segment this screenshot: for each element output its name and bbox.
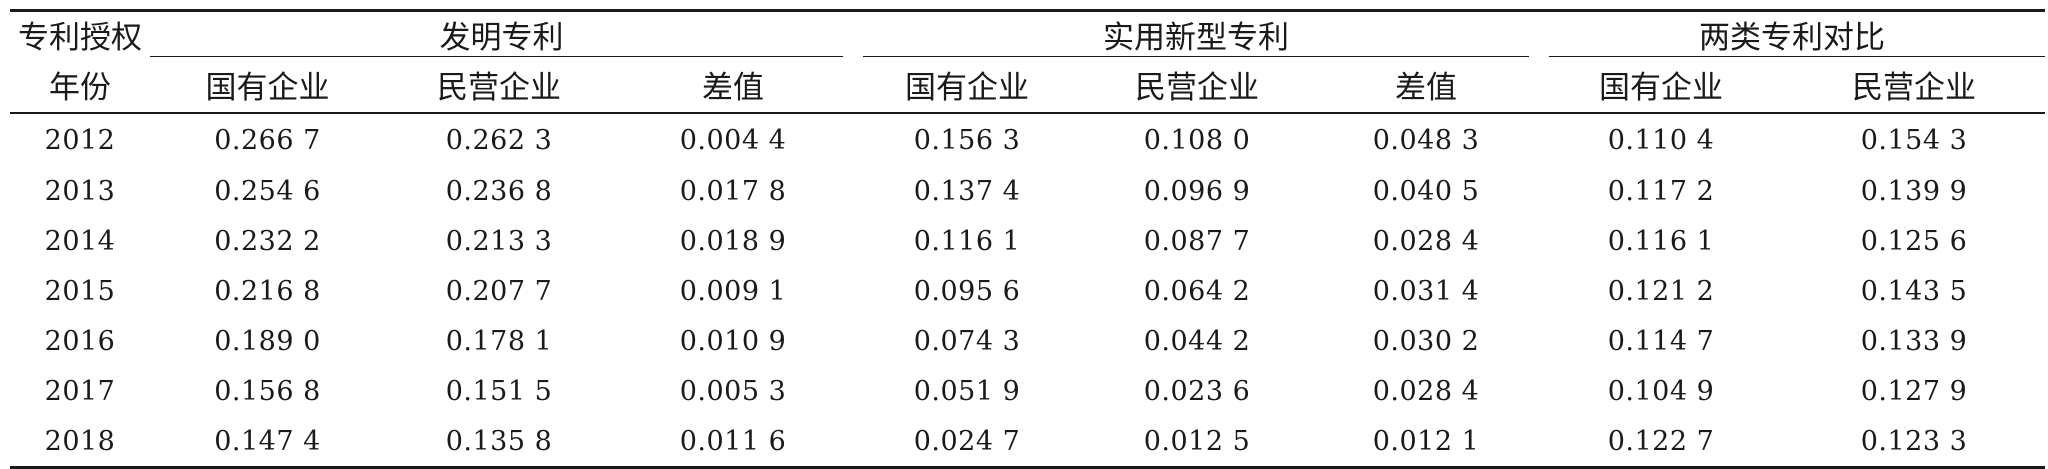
- year-cell: 2016: [44, 325, 116, 357]
- value-cell: 0.011 6: [679, 425, 787, 457]
- value-cell: 0.213 3: [445, 225, 553, 257]
- column-header: 差值: [702, 70, 764, 106]
- value-cell: 0.074 3: [913, 325, 1021, 357]
- header-row-columns: 年份 国有企业 民营企业 差值 国有企业 民营企业 差值 国有企业 民营企业: [10, 57, 2046, 113]
- value-cell: 0.110 4: [1607, 124, 1715, 156]
- column-header: 民营企业: [1135, 70, 1260, 106]
- value-cell: 0.108 0: [1143, 124, 1251, 156]
- value-cell: 0.012 1: [1372, 425, 1480, 457]
- value-cell: 0.216 8: [214, 275, 321, 307]
- value-cell: 0.023 6: [1143, 375, 1251, 407]
- value-cell: 0.236 8: [445, 175, 553, 207]
- year-cell: 2015: [44, 275, 116, 307]
- value-cell: 0.156 8: [214, 375, 321, 407]
- value-cell: 0.114 7: [1607, 325, 1715, 357]
- column-header: 差值: [1395, 70, 1458, 106]
- value-cell: 0.028 4: [1372, 375, 1480, 407]
- value-cell: 0.137 4: [913, 175, 1021, 207]
- group-header-invention-label: 发明专利: [439, 20, 564, 56]
- value-cell: 0.122 7: [1607, 425, 1715, 457]
- value-cell: 0.096 9: [1143, 175, 1251, 207]
- value-cell: 0.040 5: [1372, 175, 1480, 207]
- column-header: 国有企业: [1599, 70, 1724, 106]
- table-row: 2014 0.232 2 0.213 3 0.018 9 0.116 1 0.0…: [10, 216, 2045, 266]
- value-cell: 0.123 3: [1860, 425, 1968, 457]
- group-header-comparison-label: 两类专利对比: [1699, 20, 1886, 56]
- value-cell: 0.005 3: [679, 375, 787, 407]
- column-header: 国有企业: [205, 70, 330, 106]
- value-cell: 0.254 6: [214, 175, 321, 207]
- table-top-rule: [10, 9, 2045, 12]
- value-cell: 0.018 9: [679, 225, 787, 257]
- value-cell: 0.156 3: [913, 124, 1021, 156]
- value-cell: 0.147 4: [214, 425, 321, 457]
- value-cell: 0.009 1: [679, 275, 787, 307]
- value-cell: 0.044 2: [1143, 325, 1251, 357]
- value-cell: 0.116 1: [913, 225, 1021, 257]
- table-row: 2017 0.156 8 0.151 5 0.005 3 0.051 9 0.0…: [10, 366, 2045, 416]
- value-cell: 0.121 2: [1607, 275, 1715, 307]
- group-header-utility: 实用新型专利: [853, 12, 1539, 57]
- year-cell: 2014: [44, 225, 116, 257]
- value-cell: 0.133 9: [1860, 325, 1968, 357]
- group-header-invention: 发明专利: [150, 12, 853, 57]
- value-cell: 0.262 3: [445, 124, 553, 156]
- value-cell: 0.135 8: [445, 425, 553, 457]
- value-cell: 0.143 5: [1860, 275, 1968, 307]
- column-header: 国有企业: [905, 70, 1030, 106]
- value-cell: 0.024 7: [913, 425, 1021, 457]
- value-cell: 0.207 7: [445, 275, 553, 307]
- value-cell: 0.030 2: [1372, 325, 1480, 357]
- group-underline-invention: [150, 55, 844, 57]
- value-cell: 0.117 2: [1607, 175, 1715, 207]
- column-header: 民营企业: [437, 70, 561, 106]
- value-cell: 0.095 6: [913, 275, 1021, 307]
- data-table: 专利授权 发明专利 实用新型专利 两类专利对比 年份 国有企业 民营企业: [10, 12, 2046, 466]
- year-cell: 2017: [44, 375, 116, 407]
- group-header-comparison: 两类专利对比: [1539, 12, 2046, 57]
- column-header: 民营企业: [1852, 70, 1977, 106]
- year-cell: 2018: [44, 425, 116, 457]
- value-cell: 0.154 3: [1860, 124, 1968, 156]
- group-header-utility-label: 实用新型专利: [1103, 20, 1290, 56]
- value-cell: 0.125 6: [1860, 225, 1968, 257]
- table-row: 2015 0.216 8 0.207 7 0.009 1 0.095 6 0.0…: [10, 266, 2045, 316]
- table-row: 2012 0.266 7 0.262 3 0.004 4 0.156 3 0.1…: [10, 113, 2045, 166]
- stub-header-top: 专利授权: [18, 20, 142, 56]
- value-cell: 0.017 8: [679, 175, 787, 207]
- value-cell: 0.189 0: [214, 325, 321, 357]
- table-row: 2016 0.189 0 0.178 1 0.010 9 0.074 3 0.0…: [10, 316, 2045, 366]
- header-row-groups: 专利授权 发明专利 实用新型专利 两类专利对比: [10, 12, 2046, 57]
- year-cell: 2012: [44, 124, 116, 156]
- value-cell: 0.232 2: [214, 225, 321, 257]
- value-cell: 0.127 9: [1860, 375, 1968, 407]
- value-cell: 0.064 2: [1143, 275, 1251, 307]
- group-underline-utility: [863, 55, 1530, 57]
- value-cell: 0.178 1: [445, 325, 553, 357]
- table-row: 2013 0.254 6 0.236 8 0.017 8 0.137 4 0.0…: [10, 166, 2045, 216]
- value-cell: 0.104 9: [1607, 375, 1715, 407]
- table-row: 2018 0.147 4 0.135 8 0.011 6 0.024 7 0.0…: [10, 416, 2045, 466]
- value-cell: 0.010 9: [679, 325, 787, 357]
- year-cell: 2013: [44, 175, 116, 207]
- patent-table: 专利授权 发明专利 实用新型专利 两类专利对比 年份 国有企业 民营企业: [10, 9, 2046, 469]
- group-underline-comparison: [1549, 55, 2046, 57]
- value-cell: 0.051 9: [913, 375, 1021, 407]
- value-cell: 0.266 7: [214, 124, 321, 156]
- value-cell: 0.048 3: [1372, 124, 1480, 156]
- value-cell: 0.087 7: [1143, 225, 1251, 257]
- value-cell: 0.151 5: [445, 375, 553, 407]
- value-cell: 0.139 9: [1860, 175, 1968, 207]
- value-cell: 0.012 5: [1143, 425, 1251, 457]
- value-cell: 0.031 4: [1372, 275, 1480, 307]
- stub-header-bottom: 年份: [49, 70, 111, 106]
- value-cell: 0.004 4: [679, 124, 787, 156]
- value-cell: 0.116 1: [1607, 225, 1715, 257]
- value-cell: 0.028 4: [1372, 225, 1480, 257]
